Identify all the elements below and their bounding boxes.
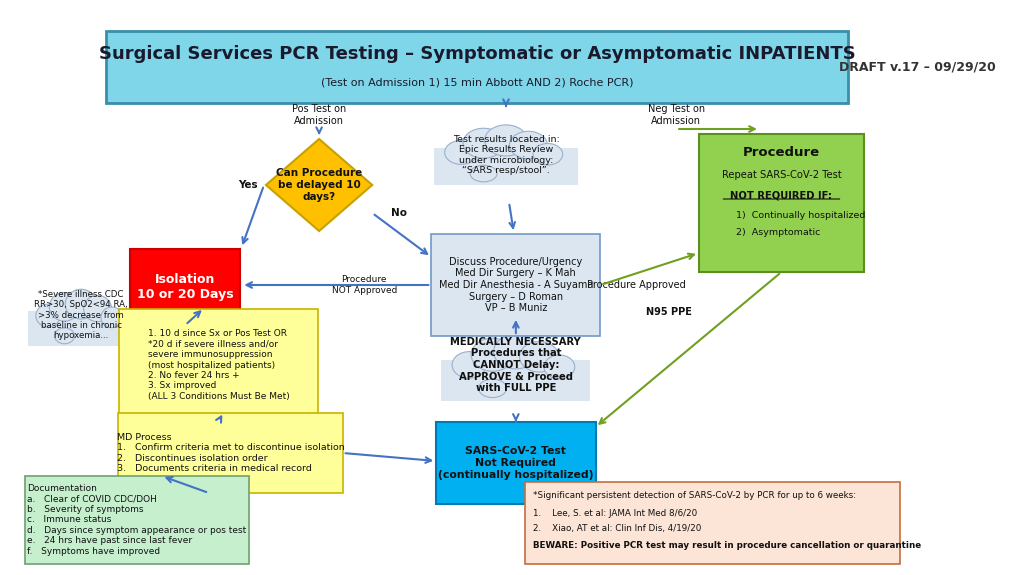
Text: 2)  Asymptomatic: 2) Asymptomatic	[736, 228, 820, 237]
FancyBboxPatch shape	[436, 422, 596, 504]
Ellipse shape	[470, 165, 497, 182]
Text: Procedure
NOT Approved: Procedure NOT Approved	[332, 275, 397, 295]
FancyBboxPatch shape	[524, 482, 900, 564]
FancyBboxPatch shape	[441, 360, 591, 401]
Ellipse shape	[444, 140, 477, 164]
Ellipse shape	[494, 335, 538, 369]
Text: *Severe illness CDC
RR>30, SpO2<94 RA,
>3% decrease from
baseline in chronic
hyp: *Severe illness CDC RR>30, SpO2<94 RA, >…	[34, 290, 128, 340]
FancyBboxPatch shape	[119, 413, 343, 493]
Text: No: No	[391, 208, 407, 218]
Ellipse shape	[484, 125, 527, 156]
Text: SARS-CoV-2 Test
Not Required
(continually hospitalized): SARS-CoV-2 Test Not Required (continuall…	[438, 446, 594, 480]
Ellipse shape	[534, 144, 562, 165]
Text: MD Process
1.   Confirm criteria met to discontinue isolation
2.   Discontinues : MD Process 1. Confirm criteria met to di…	[117, 433, 344, 473]
Text: Procedure Approved: Procedure Approved	[588, 280, 686, 290]
Text: Test results located in:
Epic Results Review
under microbiology:
“SARS resp/stoo: Test results located in: Epic Results Re…	[453, 135, 559, 175]
Text: Discuss Procedure/Urgency
Med Dir Surgery – K Mah
Med Dir Anesthesia - A Suyama
: Discuss Procedure/Urgency Med Dir Surger…	[438, 257, 593, 313]
Ellipse shape	[471, 338, 514, 371]
Text: Pos Test on
Admission: Pos Test on Admission	[292, 104, 346, 126]
Text: Yes: Yes	[239, 180, 258, 190]
Text: 1. 10 d since Sx or Pos Test OR
*20 d if severe illness and/or
severe immunosupp: 1. 10 d since Sx or Pos Test OR *20 d if…	[147, 329, 290, 401]
Text: N95 PPE: N95 PPE	[646, 307, 692, 317]
Ellipse shape	[463, 128, 504, 158]
Text: Surgical Services PCR Testing – Symptomatic or Asymptomatic INPATIENTS: Surgical Services PCR Testing – Symptoma…	[98, 45, 855, 63]
Polygon shape	[266, 139, 372, 231]
FancyBboxPatch shape	[130, 249, 241, 325]
FancyBboxPatch shape	[434, 148, 578, 185]
Text: Isolation
10 or 20 Days: Isolation 10 or 20 Days	[137, 273, 233, 301]
Text: Documentation
a.   Clear of COVID CDC/DOH
b.   Severity of symptoms
c.   Immune : Documentation a. Clear of COVID CDC/DOH …	[28, 484, 247, 555]
Ellipse shape	[519, 342, 559, 372]
Ellipse shape	[478, 379, 507, 397]
Text: (Test on Admission 1) 15 min Abbott AND 2) Roche PCR): (Test on Admission 1) 15 min Abbott AND …	[321, 78, 633, 88]
Ellipse shape	[510, 131, 548, 159]
Ellipse shape	[544, 355, 574, 379]
Ellipse shape	[84, 296, 112, 322]
Ellipse shape	[453, 352, 486, 378]
Text: DRAFT v.17 – 09/29/20: DRAFT v.17 – 09/29/20	[839, 60, 995, 74]
Text: Neg Test on
Admission: Neg Test on Admission	[647, 104, 705, 126]
FancyBboxPatch shape	[431, 234, 600, 336]
Text: 1)  Continually hospitalized: 1) Continually hospitalized	[736, 210, 865, 220]
Ellipse shape	[66, 289, 97, 319]
Ellipse shape	[101, 307, 123, 328]
Text: MEDICALLY NECESSARY
Procedures that
CANNOT Delay:
APPROVE & Proceed
with FULL PP: MEDICALLY NECESSARY Procedures that CANN…	[451, 337, 582, 393]
FancyBboxPatch shape	[698, 134, 864, 272]
FancyBboxPatch shape	[29, 311, 134, 346]
Text: Can Procedure
be delayed 10
days?: Can Procedure be delayed 10 days?	[276, 168, 362, 202]
Ellipse shape	[54, 328, 75, 344]
Text: NOT REQUIRED IF:: NOT REQUIRED IF:	[730, 190, 833, 200]
FancyBboxPatch shape	[120, 309, 318, 421]
Text: 2.    Xiao, AT et al: Clin Inf Dis, 4/19/20: 2. Xiao, AT et al: Clin Inf Dis, 4/19/20	[532, 524, 701, 534]
Ellipse shape	[49, 293, 80, 321]
Text: BEWARE: Positive PCR test may result in procedure cancellation or quarantine: BEWARE: Positive PCR test may result in …	[532, 542, 921, 550]
Ellipse shape	[36, 304, 60, 327]
Text: Repeat SARS-CoV-2 Test: Repeat SARS-CoV-2 Test	[722, 170, 842, 180]
Text: 1.    Lee, S. et al: JAMA Int Med 8/6/20: 1. Lee, S. et al: JAMA Int Med 8/6/20	[532, 508, 696, 518]
Text: Procedure: Procedure	[742, 147, 820, 159]
FancyBboxPatch shape	[25, 476, 249, 564]
Text: *Significant persistent detection of SARS-CoV-2 by PCR for up to 6 weeks:: *Significant persistent detection of SAR…	[532, 492, 856, 500]
FancyBboxPatch shape	[105, 31, 848, 103]
